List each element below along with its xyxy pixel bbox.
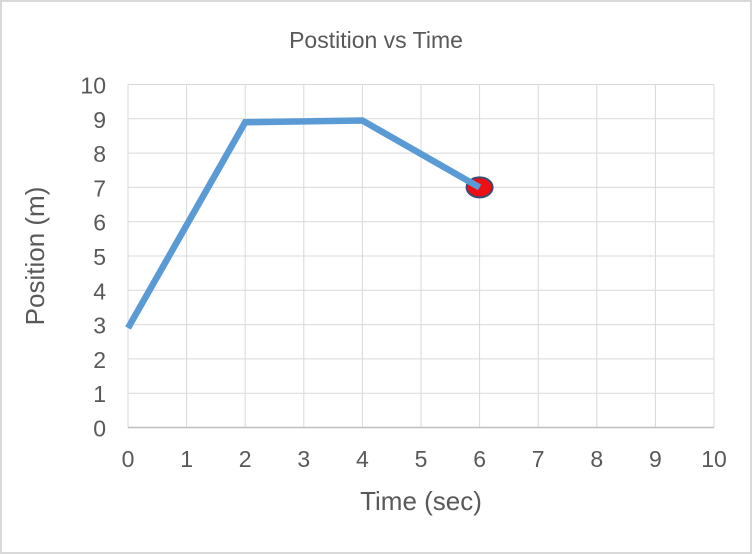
series-line <box>125 117 482 330</box>
y-tick-label: 3 <box>93 313 106 339</box>
data-series-layer <box>125 117 494 330</box>
y-tick-label: 8 <box>93 141 106 167</box>
y-axis-title: Position (m) <box>20 187 50 326</box>
chart-title: Postition vs Time <box>289 27 463 53</box>
x-tick-label: 5 <box>415 446 428 472</box>
y-tick-label: 0 <box>93 416 106 442</box>
y-tick-label: 2 <box>93 347 106 373</box>
y-tick-label: 5 <box>93 244 106 270</box>
x-tick-label: 8 <box>590 446 603 472</box>
x-tick-label: 10 <box>701 446 727 472</box>
y-tick-label: 1 <box>93 381 106 407</box>
x-tick-label: 3 <box>297 446 310 472</box>
x-tick-label: 9 <box>649 446 662 472</box>
x-tick-label: 0 <box>122 446 135 472</box>
gridlines <box>127 84 715 428</box>
y-tick-label: 10 <box>80 73 106 99</box>
y-tick-label: 7 <box>93 175 106 201</box>
x-tick-label: 1 <box>180 446 193 472</box>
y-tick-label: 9 <box>93 107 106 133</box>
x-tick-label: 2 <box>239 446 252 472</box>
y-tick-label: 6 <box>93 210 106 236</box>
x-tick-label: 4 <box>356 446 369 472</box>
x-tick-label: 7 <box>532 446 545 472</box>
tick-labels: 0 1 2 3 4 5 6 7 8 9 10 0 1 2 3 4 5 6 7 8 9 10 <box>80 73 726 473</box>
x-axis-title: Time (sec) <box>360 486 482 516</box>
y-tick-label: 4 <box>93 278 106 304</box>
x-tick-label: 6 <box>473 446 486 472</box>
